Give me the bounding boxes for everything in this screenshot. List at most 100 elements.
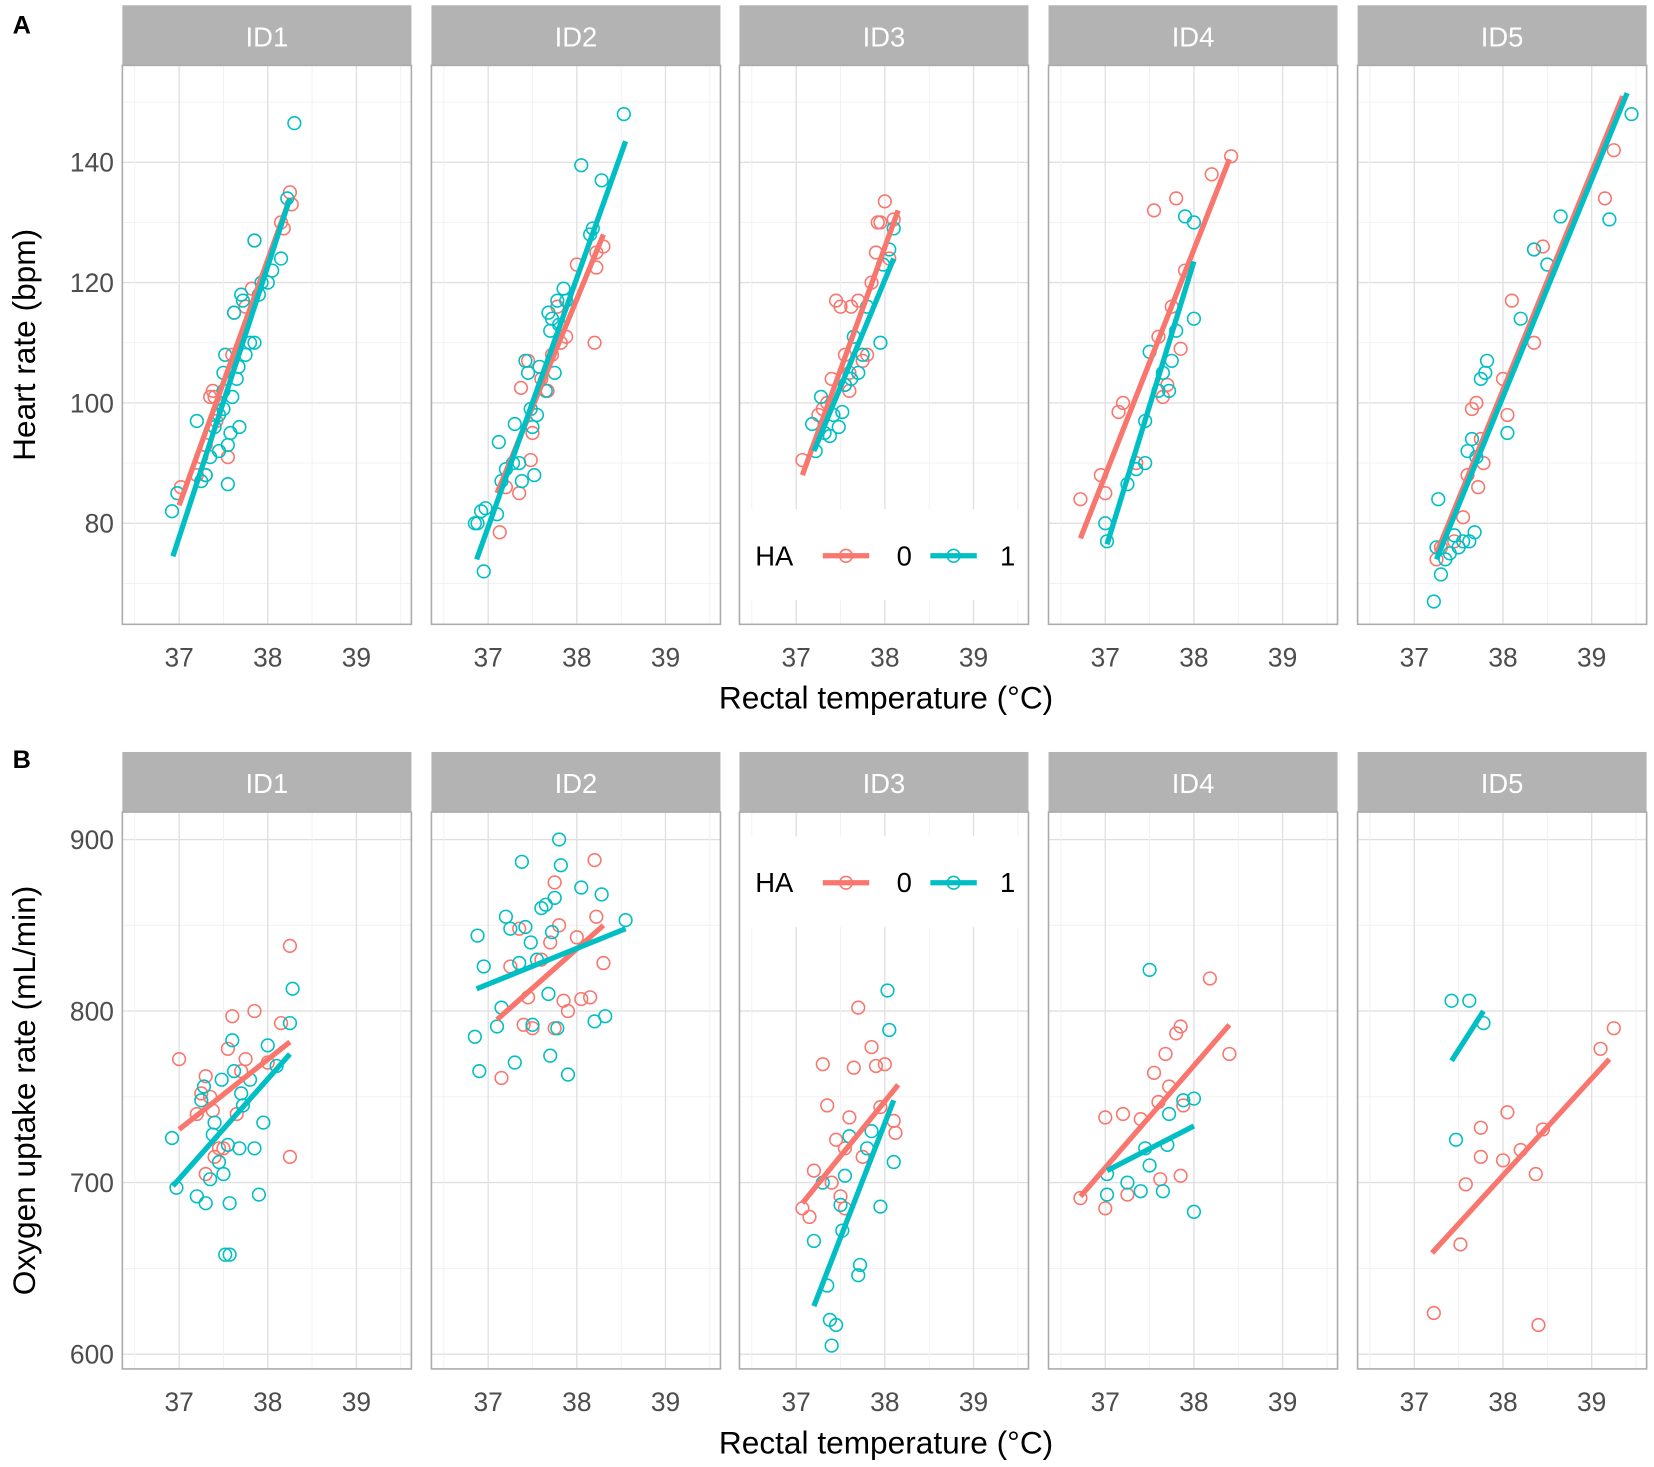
facet-strip-label: ID4 (1172, 768, 1215, 799)
data-point-ha1 (538, 897, 553, 912)
data-point-ha1 (1513, 311, 1528, 326)
panel-border (1356, 811, 1648, 1370)
panel-border (738, 64, 1030, 626)
data-point-ha0 (1115, 1106, 1131, 1122)
data-point-ha1 (543, 1048, 558, 1063)
data-point-ha0 (1098, 1110, 1113, 1125)
data-point-ha1 (598, 1009, 613, 1024)
facet-id5: ID5 37 38 39 (1356, 5, 1648, 673)
data-point-ha1 (164, 504, 180, 519)
x-tick-label: 37 (782, 1387, 811, 1417)
data-point-ha1 (164, 1130, 180, 1146)
data-point-ha1 (478, 501, 493, 516)
data-point-ha1 (1462, 993, 1477, 1008)
legend-label-ha1: 1 (1000, 540, 1015, 571)
panel-border (1047, 64, 1339, 626)
facet-strip (1048, 751, 1338, 813)
legend-key-point-ha1 (946, 548, 961, 563)
data-point-ha0 (815, 1057, 830, 1072)
data-point-ha0 (1453, 1237, 1468, 1252)
data-point-ha0 (846, 1060, 861, 1075)
panel-border (738, 811, 1030, 1370)
data-point-ha1 (1431, 492, 1446, 507)
data-point-ha0 (587, 335, 602, 350)
data-point-ha1 (467, 1029, 482, 1044)
data-point-ha0 (198, 1069, 213, 1084)
facet-strip (122, 751, 412, 813)
x-tick-label: 39 (959, 1387, 988, 1417)
data-point-ha1 (1526, 242, 1542, 257)
data-point-ha1 (256, 1115, 271, 1130)
data-point-ha0 (1593, 1041, 1608, 1056)
y-tick-label: 80 (85, 509, 114, 539)
data-point-ha0 (1426, 1305, 1441, 1321)
data-point-ha0 (216, 1141, 231, 1156)
data-point-ha1 (1553, 209, 1568, 224)
data-point-ha1 (523, 935, 538, 950)
data-point-ha0 (569, 930, 584, 945)
facet-id4: ID4 37 38 39 (1047, 751, 1339, 1417)
x-tick-label: 38 (1179, 1387, 1208, 1417)
data-point-ha0 (873, 215, 888, 230)
y-tick-label: 700 (70, 1168, 114, 1198)
x-tick-label: 37 (1400, 1387, 1429, 1417)
data-point-ha0 (596, 955, 611, 971)
facet-id1: ID1 37 38 39 (121, 5, 413, 673)
data-point-ha0 (1597, 191, 1613, 206)
data-point-ha1 (247, 1141, 262, 1156)
data-point-ha1 (476, 564, 491, 579)
data-point-ha1 (882, 1022, 897, 1038)
regression-line-ha0 (1077, 158, 1232, 540)
data-point-ha1 (507, 416, 522, 432)
data-point-ha0 (525, 1021, 540, 1036)
data-point-ha1 (211, 1154, 227, 1170)
data-point-ha1 (226, 305, 242, 320)
data-point-ha1 (525, 1017, 540, 1032)
legend-label-ha0: 0 (897, 540, 912, 571)
legend-label-ha0: 0 (897, 867, 912, 898)
data-point-ha1 (835, 404, 850, 420)
data-point-ha0 (1173, 1168, 1188, 1183)
data-point-ha0 (543, 935, 558, 950)
data-point-ha1 (1099, 534, 1115, 549)
x-tick-label: 39 (342, 1387, 371, 1417)
data-point-ha1 (544, 925, 560, 940)
data-point-ha1 (1120, 1175, 1135, 1190)
data-point-ha0 (1111, 404, 1126, 420)
data-point-ha1 (489, 1019, 505, 1034)
data-point-ha1 (616, 107, 631, 122)
data-point-ha0 (1535, 1122, 1551, 1137)
y-tick-label: 120 (70, 268, 114, 298)
data-point-ha1 (1426, 594, 1441, 609)
data-point-ha0 (795, 1201, 810, 1216)
data-point-ha0 (1528, 1166, 1543, 1182)
data-point-ha0 (1495, 1153, 1511, 1168)
regression-line-ha1 (170, 197, 293, 558)
legend-key-point-ha0 (838, 875, 854, 890)
data-point-ha0 (833, 299, 848, 314)
data-point-ha1 (1433, 567, 1449, 582)
data-point-ha1 (1176, 1093, 1191, 1108)
data-point-ha0 (273, 1015, 289, 1031)
facet-id2: ID2 37 38 39 (430, 5, 722, 673)
x-tick-label: 38 (253, 1387, 282, 1417)
data-point-ha1 (873, 335, 888, 350)
chart-row-A: A 80 100 120 140 Heart rate (bpm) Rectal tempe… (6, 5, 1648, 716)
data-point-ha1 (222, 1196, 237, 1211)
data-point-ha0 (802, 1209, 817, 1225)
data-point-ha1 (828, 1317, 844, 1333)
data-point-ha1 (198, 1196, 213, 1211)
data-point-ha0 (1204, 167, 1219, 182)
regression-line-ha1 (811, 1099, 897, 1308)
data-point-ha1 (287, 116, 302, 131)
data-point-ha1 (507, 1055, 522, 1070)
data-point-ha0 (851, 1000, 866, 1015)
data-point-ha1 (220, 477, 235, 492)
data-point-ha0 (583, 990, 598, 1005)
data-point-ha1 (472, 1063, 487, 1079)
data-point-ha1 (491, 434, 506, 450)
data-point-ha1 (194, 1093, 209, 1108)
data-point-ha1 (1500, 425, 1515, 441)
data-point-ha0 (806, 1163, 822, 1178)
